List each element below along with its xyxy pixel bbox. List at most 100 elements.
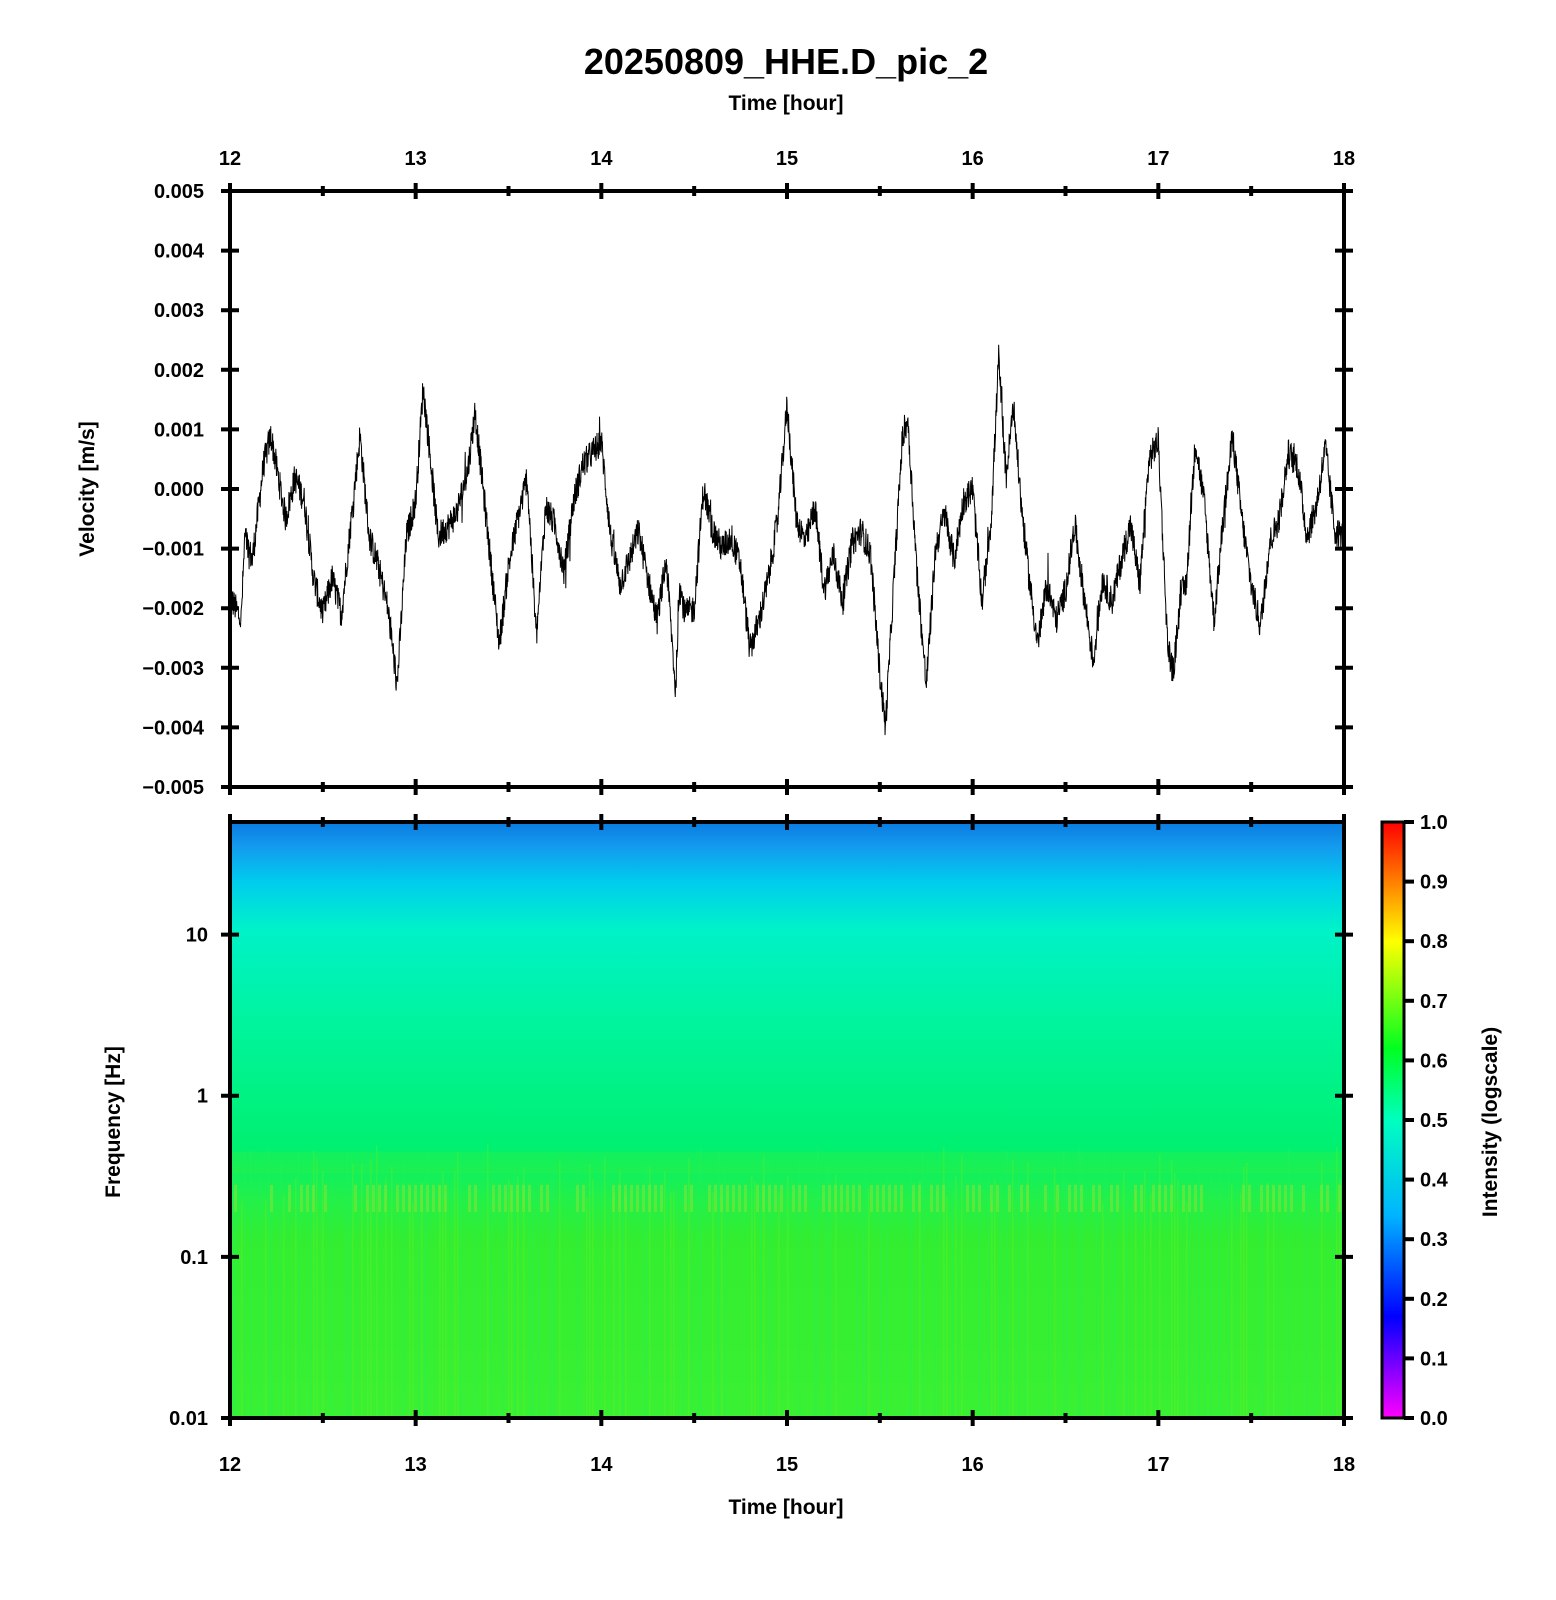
spectrogram-streak (691, 1183, 693, 1416)
spectrogram-streak (763, 1154, 765, 1416)
spectrogram-streak (1246, 1163, 1248, 1416)
spectrogram-band-cell (1284, 1184, 1287, 1212)
spectrogram-band-cell (1248, 1184, 1251, 1212)
spectrogram-streak (700, 1145, 702, 1416)
spectrogram-streak (1273, 1187, 1275, 1416)
spectrogram-streak (313, 1150, 315, 1416)
spectrogram-streak (622, 1198, 624, 1416)
spectrogram-band-cell (438, 1184, 441, 1212)
spectrogram-streak (1288, 1147, 1290, 1416)
colorbar-tick-label: 1.0 (1420, 812, 1448, 834)
spectrogram-streak (664, 1171, 666, 1416)
spectrogram-band-cell (1188, 1184, 1191, 1212)
spectrogram-streak (787, 1175, 789, 1416)
velocity-trace (230, 344, 1344, 736)
spectrogram-band-cell (1278, 1184, 1281, 1212)
spectrogram-band-cell (1098, 1184, 1101, 1212)
spectrogram-streak (1111, 1193, 1113, 1416)
spectrogram-band-cell (774, 1184, 777, 1212)
spectrogram-band-cell (528, 1184, 531, 1212)
spectrogram-streak (697, 1165, 699, 1416)
spectrogram-streak (724, 1163, 726, 1416)
spectrogram-streak (1228, 1168, 1230, 1416)
spectrogram-streak (235, 1164, 237, 1416)
spectrogram-band-cell (1092, 1184, 1095, 1212)
spectrogram-band-cell (708, 1184, 711, 1212)
spectrogram-band-cell (270, 1184, 273, 1212)
spectrogram-band-cell (1026, 1184, 1029, 1212)
spectrogram-streak (991, 1200, 993, 1416)
spectrogram-streak (1339, 1177, 1341, 1416)
spectrogram-streak (592, 1178, 594, 1416)
spectrogram-band-cell (522, 1184, 525, 1212)
spectrogram-band-cell (234, 1184, 237, 1212)
spectrogram-band-cell (822, 1184, 825, 1212)
spectrogram-band-cell (576, 1184, 579, 1212)
spectrogram-band-cell (972, 1184, 975, 1212)
spectrogram-band-cell (492, 1184, 495, 1212)
spectrogram-band-cell (498, 1184, 501, 1212)
spectrogram-band-cell (1320, 1184, 1323, 1212)
spectrogram-streak (1081, 1155, 1083, 1416)
spectrogram-band-cell (732, 1184, 735, 1212)
spectrogram-band-cell (918, 1184, 921, 1212)
spectrogram-streak (517, 1175, 519, 1416)
spectrogram-band-cell (366, 1184, 369, 1212)
spectrogram-x-tick-label: 16 (962, 1454, 984, 1476)
spectrogram-streak (511, 1191, 513, 1416)
spectrogram-band-cell (738, 1184, 741, 1212)
spectrogram-streak (391, 1166, 393, 1416)
spectrogram-streak (457, 1152, 459, 1416)
spectrogram-streak (553, 1165, 555, 1416)
spectrogram-band-cell (1152, 1184, 1155, 1212)
bottom-x-axis-label: Time [hour] (728, 1496, 843, 1519)
spectrogram-band-cell (912, 1184, 915, 1212)
spectrogram-band-cell (324, 1184, 327, 1212)
spectrogram-streak (721, 1197, 723, 1416)
spectrogram-band-cell (306, 1184, 309, 1212)
spectrogram-x-tick-label: 12 (219, 1454, 241, 1476)
spectrogram-streak (271, 1187, 273, 1416)
spectrogram-band-cell (660, 1184, 663, 1212)
spectrogram-band-cell (396, 1184, 399, 1212)
spectrogram-streak (919, 1181, 921, 1416)
colorbar-label: Intensity (logscale) (1479, 1027, 1502, 1217)
spectrogram-streak (1027, 1161, 1029, 1416)
spectrogram-band-cell (1326, 1184, 1329, 1212)
spectrogram-streak (1012, 1159, 1014, 1416)
spectrogram-streak (490, 1195, 492, 1416)
spectrogram-band-cell (1056, 1184, 1059, 1212)
spectrogram-band (232, 1151, 1342, 1174)
spectrogram-x-tick-label: 18 (1333, 1454, 1355, 1476)
spectrogram-band-cell (432, 1184, 435, 1212)
spectrogram-band-cell (540, 1184, 543, 1212)
spectrogram-band-cell (426, 1184, 429, 1212)
spectrogram-band-cell (648, 1184, 651, 1212)
spectrogram-streak (1315, 1197, 1317, 1416)
spectrogram-band-cell (474, 1184, 477, 1212)
spectrogram-streak (943, 1146, 945, 1416)
spectrogram-x-tick-label: 13 (405, 1454, 427, 1476)
spectrogram-band-cell (828, 1184, 831, 1212)
spectrogram-streak (1198, 1165, 1200, 1416)
spectrogram-streak (232, 1177, 234, 1416)
spectrogram-streak (1336, 1147, 1338, 1416)
spectrogram-band-cell (1164, 1184, 1167, 1212)
velocity-y-tick-label: −0.003 (142, 658, 204, 680)
spectrogram-band-cell (618, 1184, 621, 1212)
spectrogram-band-cell (714, 1184, 717, 1212)
spectrogram-streak (769, 1159, 771, 1416)
spectrogram-band-cell (516, 1184, 519, 1212)
spectrogram-band-cell (882, 1184, 885, 1212)
spectrogram-streak (322, 1170, 324, 1416)
spectrogram-streak (1333, 1203, 1335, 1416)
top-x-tick-label: 16 (962, 148, 984, 170)
spectrogram-streak (1048, 1193, 1050, 1416)
spectrogram-streak (835, 1174, 837, 1416)
spectrogram-band-cell (510, 1184, 513, 1212)
spectrogram-streak (502, 1184, 504, 1416)
frequency-y-tick-label: 0.1 (180, 1247, 208, 1269)
top-x-tick-label: 12 (219, 148, 241, 170)
